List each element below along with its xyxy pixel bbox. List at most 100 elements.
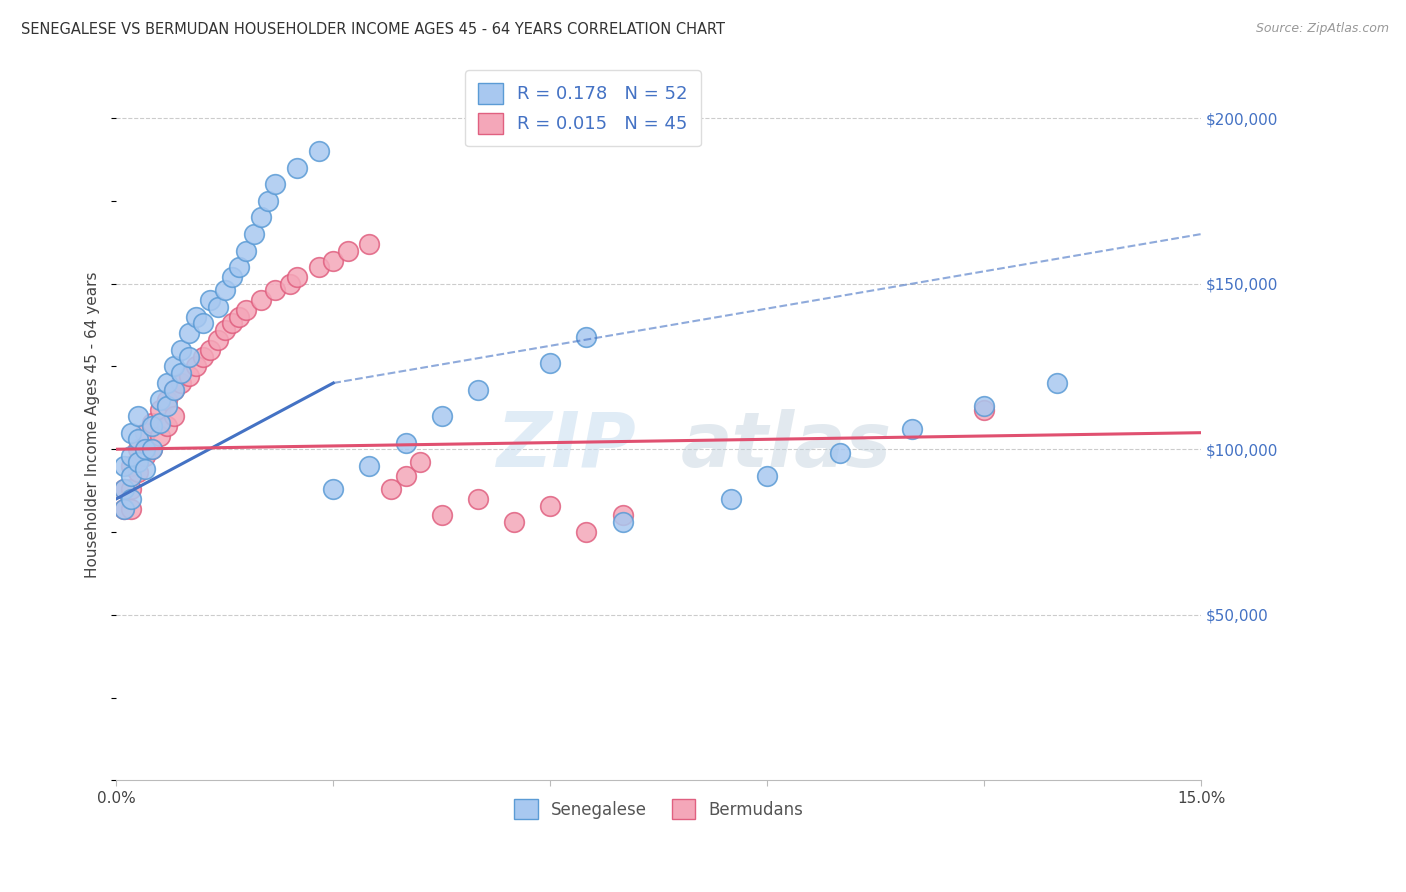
Point [141,416,163,430]
Point [409,455,432,469]
Point [612,508,634,523]
Point [221,270,243,285]
Point [394,468,416,483]
Point [163,383,186,397]
Point [250,211,273,225]
Point [149,392,172,407]
Point [120,425,142,440]
Point [177,369,200,384]
Point [828,445,851,459]
Point [380,482,402,496]
Point [207,333,229,347]
Point [200,293,222,308]
Point [1046,376,1069,390]
Point [191,350,214,364]
Point [228,260,250,275]
Point [127,455,149,469]
Point [207,300,229,314]
Text: SENEGALESE VS BERMUDAN HOUSEHOLDER INCOME AGES 45 - 64 YEARS CORRELATION CHART: SENEGALESE VS BERMUDAN HOUSEHOLDER INCOM… [21,22,725,37]
Point [235,303,257,318]
Point [170,366,193,380]
Text: ZIP: ZIP [498,409,637,483]
Point [170,376,193,390]
Point [235,244,257,258]
Point [163,409,186,424]
Point [177,326,200,341]
Point [214,283,236,297]
Point [756,468,779,483]
Point [149,416,172,430]
Point [242,227,264,241]
Point [170,343,193,357]
Point [264,283,287,297]
Point [149,402,172,417]
Point [285,161,308,175]
Point [257,194,280,208]
Point [156,399,179,413]
Point [120,501,142,516]
Point [134,425,156,440]
Point [467,383,489,397]
Point [200,343,222,357]
Point [149,429,172,443]
Point [141,442,163,457]
Point [120,468,142,483]
Point [120,482,142,496]
Point [191,317,214,331]
Text: Source: ZipAtlas.com: Source: ZipAtlas.com [1256,22,1389,36]
Point [184,310,207,324]
Point [278,277,301,291]
Point [141,442,163,457]
Point [156,376,179,390]
Point [308,145,330,159]
Point [285,270,308,285]
Point [430,508,453,523]
Point [163,383,186,397]
Point [538,356,561,370]
Point [264,178,287,192]
Point [127,432,149,446]
Point [973,402,995,417]
Point [973,399,995,413]
Point [156,392,179,407]
Point [127,409,149,424]
Point [394,435,416,450]
Point [228,310,250,324]
Point [322,253,344,268]
Point [575,329,598,343]
Point [250,293,273,308]
Point [430,409,453,424]
Point [134,462,156,476]
Point [112,482,135,496]
Point [720,491,742,506]
Point [112,482,135,496]
Point [184,359,207,374]
Point [503,515,526,529]
Point [163,359,186,374]
Point [112,501,135,516]
Point [127,442,149,457]
Legend: Senegalese, Bermudans: Senegalese, Bermudans [508,793,810,825]
Point [120,449,142,463]
Point [141,419,163,434]
Point [214,323,236,337]
Point [467,491,489,506]
Point [120,458,142,473]
Point [575,524,598,539]
Point [538,499,561,513]
Text: atlas: atlas [681,409,891,483]
Point [359,237,381,252]
Point [359,458,381,473]
Point [134,449,156,463]
Point [901,422,924,436]
Point [156,419,179,434]
Point [134,442,156,457]
Point [221,317,243,331]
Point [127,466,149,480]
Point [177,350,200,364]
Point [612,515,634,529]
Y-axis label: Householder Income Ages 45 - 64 years: Householder Income Ages 45 - 64 years [86,271,100,578]
Point [112,501,135,516]
Point [112,458,135,473]
Point [308,260,330,275]
